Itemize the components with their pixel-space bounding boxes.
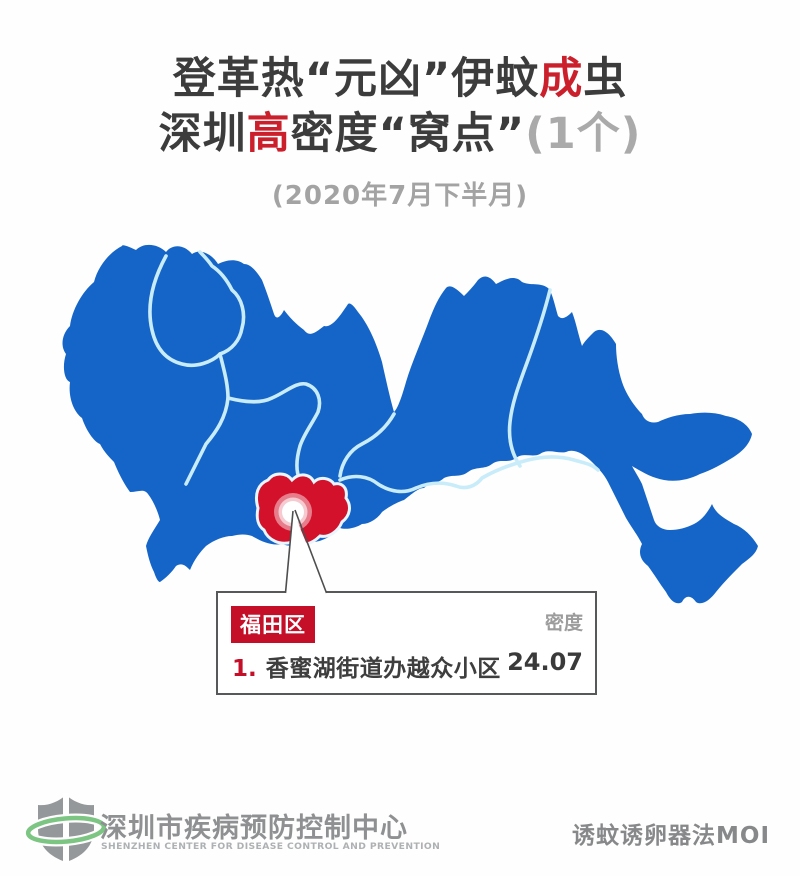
title-text: 虫 [583,54,628,104]
map-landmass [62,244,758,604]
site-row: 1. 香蜜湖街道办越众小区 24.07 [232,648,583,683]
title-line-2: 深圳高密度“窝点”(1个) [0,107,800,162]
title-count: (1个) [525,109,642,159]
title-red-accent: 成 [539,54,584,104]
title-text: 登革热“元凶”伊蚊 [172,54,540,104]
callout-box: 福田区 密度 1. 香蜜湖街道办越众小区 24.07 [216,591,597,695]
shenzhen-map [62,244,758,604]
title-line-1: 登革热“元凶”伊蚊成虫 [0,52,800,107]
title-text: 密度“窝点” [290,109,526,159]
district-boundaries [148,250,600,494]
org-name-cn: 深圳市疾病预防控制中心 [100,813,408,844]
title-red-accent: 高 [246,109,291,159]
site-density-value: 24.07 [507,648,583,676]
density-column-label: 密度 [544,612,583,634]
cdc-shield-logo-icon [24,793,108,863]
method-label: 诱蚊诱卵器法MOI [572,823,770,849]
date-subtitle: (2020年7月下半月) [271,181,529,211]
callout-pointer [284,509,328,594]
site-rank: 1. [232,656,257,682]
page-title: 登革热“元凶”伊蚊成虫 深圳高密度“窝点”(1个) (2020年7月下半月) [0,52,800,212]
title-text: 深圳 [158,109,247,159]
org-name-en: SHENZHEN CENTER FOR DISEASE CONTROL AND … [101,841,441,852]
site-name: 香蜜湖街道办越众小区 [265,656,501,682]
district-badge: 福田区 [231,606,315,643]
